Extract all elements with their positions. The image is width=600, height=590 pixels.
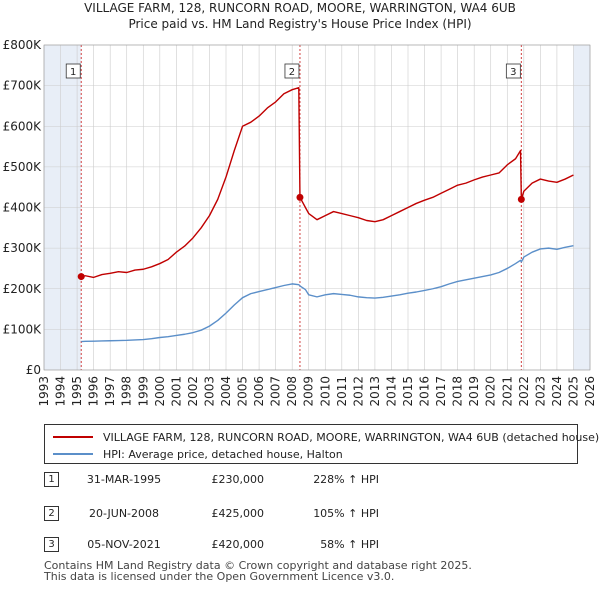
y-tick-label: £500K xyxy=(3,160,43,174)
sale-point xyxy=(517,195,525,203)
sale-point xyxy=(296,193,304,201)
sale-hpi-change: 228% ↑ HPI xyxy=(313,473,379,486)
x-tick-label: 2015 xyxy=(401,376,415,407)
x-tick-label: 2008 xyxy=(285,376,299,407)
x-tick-label: 2024 xyxy=(550,376,564,407)
chart-title-line1: VILLAGE FARM, 128, RUNCORN ROAD, MOORE, … xyxy=(84,1,516,15)
x-tick-label: 2003 xyxy=(202,376,216,407)
x-tick-label: 1994 xyxy=(54,376,68,407)
plot-frame xyxy=(43,44,591,371)
sale-date: 20-JUN-2008 xyxy=(88,507,160,520)
sale-point xyxy=(77,273,85,281)
y-tick-label: £600K xyxy=(3,119,43,133)
x-tick-label: 2017 xyxy=(434,376,448,407)
x-tick-label: 2012 xyxy=(351,376,365,407)
series-line-hpi xyxy=(81,245,574,343)
chart-title-line2: Price paid vs. HM Land Registry's House … xyxy=(128,17,471,31)
table-row: 1 31-MAR-1995 £230,000 228% ↑ HPI xyxy=(44,472,424,492)
sale-date: 31-MAR-1995 xyxy=(86,473,162,486)
x-tick-label: 2020 xyxy=(484,376,498,407)
sale-hpi-change: 58% ↑ HPI xyxy=(320,538,379,551)
chart: VILLAGE FARM, 128, RUNCORN ROAD, MOORE, … xyxy=(3,1,597,407)
sale-number-badge: 1 xyxy=(44,472,59,487)
sale-label-box xyxy=(284,63,300,79)
x-tick-label: 2026 xyxy=(583,376,597,407)
y-tick-label: £200K xyxy=(3,282,43,296)
sale-label-box xyxy=(65,63,81,79)
x-tick-label: 2007 xyxy=(269,376,283,407)
x-tick-label: 2011 xyxy=(335,376,349,407)
sale-date: 05-NOV-2021 xyxy=(87,538,161,551)
sale-price: £420,000 xyxy=(211,538,265,551)
legend: VILLAGE FARM, 128, RUNCORN ROAD, MOORE, … xyxy=(44,424,599,464)
legend-label-hpi: HPI: Average price, detached house, Halt… xyxy=(103,447,343,461)
y-tick-label: £400K xyxy=(3,201,43,215)
x-tick-label: 2025 xyxy=(566,376,580,407)
legend-swatch-property xyxy=(53,436,93,438)
x-tick-label: 2013 xyxy=(368,376,382,407)
legend-item-property: VILLAGE FARM, 128, RUNCORN ROAD, MOORE, … xyxy=(53,429,599,445)
x-tick-label: 2014 xyxy=(384,376,398,407)
sale-number-badge: 3 xyxy=(44,537,59,552)
y-tick-label: £700K xyxy=(3,79,43,93)
footer-copyright: Contains HM Land Registry data © Crown c… xyxy=(44,559,472,572)
x-tick-label: 2023 xyxy=(533,376,547,407)
sale-number-badge: 2 xyxy=(44,506,59,521)
series-line-property xyxy=(81,86,574,279)
x-tick-label: 1997 xyxy=(103,376,117,407)
table-row: 2 20-JUN-2008 £425,000 105% ↑ HPI xyxy=(44,506,424,526)
y-tick-label: £100K xyxy=(3,322,43,336)
x-tick-label: 2009 xyxy=(302,376,316,407)
x-tick-label: 2018 xyxy=(451,376,465,407)
sale-label-text: 2 xyxy=(289,67,295,78)
legend-label-property: VILLAGE FARM, 128, RUNCORN ROAD, MOORE, … xyxy=(103,430,600,444)
sale-price: £230,000 xyxy=(211,473,265,486)
legend-swatch-hpi xyxy=(53,453,93,455)
sale-label-text: 3 xyxy=(510,67,516,78)
x-tick-label: 2002 xyxy=(186,376,200,407)
x-tick-label: 1998 xyxy=(120,376,134,407)
y-tick-label: £300K xyxy=(3,241,43,255)
x-tick-label: 2019 xyxy=(467,376,481,407)
x-tick-label: 2004 xyxy=(219,376,233,407)
x-tick-label: 2005 xyxy=(236,376,250,407)
sale-label-box xyxy=(505,63,521,79)
x-tick-label: 1995 xyxy=(70,376,84,407)
y-tick-label: £800K xyxy=(3,38,43,52)
legend-item-hpi: HPI: Average price, detached house, Halt… xyxy=(53,446,343,462)
x-tick-label: 2016 xyxy=(418,376,432,407)
x-tick-label: 2006 xyxy=(252,376,266,407)
x-tick-label: 2000 xyxy=(153,376,167,407)
footer: Contains HM Land Registry data © Crown c… xyxy=(44,560,472,582)
x-tick-label: 1999 xyxy=(136,376,150,407)
footer-licence: This data is licensed under the Open Gov… xyxy=(44,570,395,583)
x-tick-label: 1993 xyxy=(37,376,51,407)
sale-hpi-change: 105% ↑ HPI xyxy=(313,507,379,520)
x-tick-label: 2021 xyxy=(500,376,514,407)
x-tick-label: 2022 xyxy=(517,376,531,407)
y-tick-label: £0 xyxy=(26,363,41,377)
sale-price: £425,000 xyxy=(211,507,265,520)
x-tick-label: 2010 xyxy=(318,376,332,407)
x-tick-label: 1996 xyxy=(87,376,101,407)
table-row: 3 05-NOV-2021 £420,000 58% ↑ HPI xyxy=(44,537,424,557)
x-tick-label: 2001 xyxy=(169,376,183,407)
sale-label-text: 1 xyxy=(70,67,76,78)
